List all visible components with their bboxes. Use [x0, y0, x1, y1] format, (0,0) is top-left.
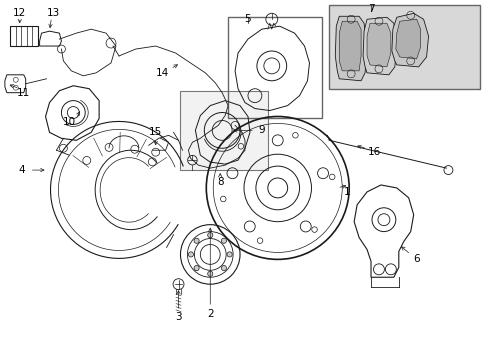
Text: 15: 15 — [149, 127, 162, 138]
Circle shape — [194, 266, 199, 271]
Text: 14: 14 — [156, 68, 169, 78]
Text: 16: 16 — [366, 147, 380, 157]
Bar — [228, 17, 322, 118]
Text: 1: 1 — [343, 187, 350, 197]
Circle shape — [188, 252, 193, 257]
Polygon shape — [391, 13, 427, 67]
Polygon shape — [395, 19, 420, 59]
Text: 11: 11 — [17, 88, 30, 98]
Circle shape — [221, 266, 226, 271]
Bar — [180, 91, 267, 170]
Text: 10: 10 — [62, 117, 76, 127]
Text: 2: 2 — [206, 309, 213, 319]
Text: 12: 12 — [13, 8, 26, 18]
Text: 9: 9 — [258, 125, 264, 135]
Circle shape — [194, 238, 199, 243]
Polygon shape — [362, 17, 396, 75]
Text: 5: 5 — [244, 14, 251, 24]
Circle shape — [207, 271, 212, 276]
Polygon shape — [335, 16, 366, 81]
Bar — [328, 5, 479, 89]
Text: 13: 13 — [47, 8, 60, 18]
Circle shape — [207, 233, 212, 238]
Polygon shape — [339, 21, 360, 71]
Bar — [10, 26, 38, 46]
Text: 4: 4 — [19, 165, 25, 175]
Text: 6: 6 — [412, 255, 419, 264]
Polygon shape — [366, 23, 390, 67]
Circle shape — [221, 238, 226, 243]
Text: 8: 8 — [217, 177, 223, 187]
Text: 3: 3 — [175, 312, 182, 322]
Text: 7: 7 — [367, 4, 373, 14]
Circle shape — [226, 252, 232, 257]
